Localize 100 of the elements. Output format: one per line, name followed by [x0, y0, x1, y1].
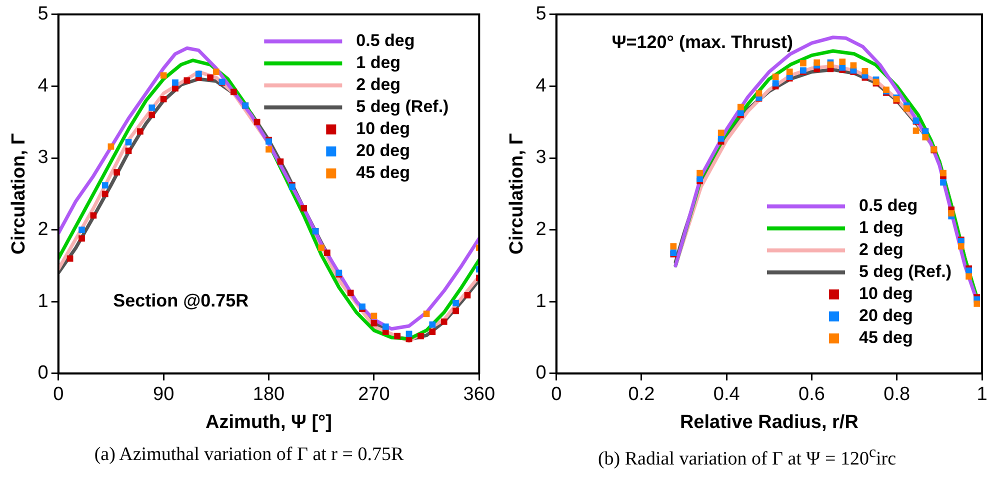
y-axis-title: Circulation, Γ — [8, 132, 30, 255]
point — [429, 328, 436, 335]
point — [318, 244, 325, 251]
point — [277, 158, 284, 165]
legend-label: 5 deg (Ref.) — [356, 97, 449, 116]
point — [737, 110, 744, 116]
point — [266, 146, 272, 153]
point — [429, 321, 436, 328]
annotation: Ψ=120° (max. Thrust) — [612, 32, 794, 52]
point — [137, 128, 144, 135]
point — [940, 170, 946, 176]
point — [370, 320, 378, 326]
y-tick-label: 5 — [536, 4, 546, 25]
y-tick-label: 1 — [38, 290, 48, 312]
point — [948, 210, 955, 216]
point — [839, 58, 846, 65]
point — [125, 148, 132, 154]
legend-label: 5 deg (Ref.) — [859, 262, 952, 282]
legend-label: 20 deg — [356, 141, 410, 160]
point — [254, 118, 260, 126]
x-tick-label: 90 — [152, 384, 174, 406]
point — [974, 300, 980, 307]
point — [452, 300, 459, 306]
point — [718, 135, 724, 142]
point — [347, 290, 354, 296]
legend-label: 45 deg — [356, 163, 410, 182]
point — [212, 68, 220, 76]
y-axis-title: Circulation, Γ — [506, 132, 528, 255]
point — [452, 308, 459, 314]
point — [406, 330, 412, 338]
point — [966, 273, 972, 280]
point — [940, 179, 946, 186]
point — [114, 169, 120, 176]
x-tick-label: 0.6 — [798, 384, 825, 406]
y-tick-label: 4 — [38, 75, 49, 96]
legend-label: 20 deg — [859, 306, 913, 326]
point — [786, 68, 793, 76]
point — [78, 235, 85, 242]
point — [160, 72, 167, 79]
point — [230, 88, 237, 96]
legend-label: 10 deg — [859, 284, 913, 304]
y-tick-label: 3 — [536, 147, 546, 168]
point — [772, 80, 779, 87]
point — [800, 60, 806, 66]
point — [324, 250, 330, 256]
x-tick-label: 0 — [53, 384, 64, 406]
legend-label: 2 deg — [356, 75, 401, 94]
y-tick-label: 3 — [38, 147, 48, 168]
y-tick-label: 5 — [38, 4, 48, 25]
point — [195, 70, 202, 78]
point — [418, 332, 424, 340]
point — [464, 292, 471, 298]
annotation: Section @0.75R — [113, 290, 249, 311]
point — [148, 104, 156, 111]
point — [966, 268, 972, 274]
x-tick-label: 0.8 — [884, 384, 910, 406]
x-tick-label: 0.2 — [628, 384, 655, 406]
point — [670, 243, 677, 250]
legend-label: 10 deg — [356, 119, 410, 138]
point — [958, 243, 964, 250]
legend-label: 45 deg — [859, 328, 913, 348]
point — [440, 318, 448, 325]
y-tick-label: 2 — [536, 219, 546, 240]
point — [912, 128, 920, 134]
point — [756, 90, 762, 97]
point — [696, 170, 703, 176]
legend-label: 1 deg — [356, 53, 401, 72]
legend-label: 2 deg — [859, 240, 904, 260]
x-axis-title: Azimuth, Ψ [°] — [206, 412, 332, 433]
point — [772, 74, 779, 80]
legend-label: 1 deg — [859, 218, 904, 238]
point — [300, 205, 308, 212]
point — [148, 112, 156, 118]
point — [207, 74, 214, 81]
point — [102, 182, 108, 188]
point — [737, 104, 744, 110]
point — [160, 96, 167, 102]
point — [423, 310, 430, 317]
x-tick-label: 360 — [463, 384, 495, 406]
legend-label: 0.5 deg — [356, 31, 415, 50]
point — [172, 79, 178, 86]
point — [382, 324, 389, 330]
point — [359, 303, 366, 310]
point — [718, 130, 724, 136]
x-tick-label: 0 — [551, 384, 562, 406]
y-tick-label: 2 — [38, 219, 48, 240]
y-tick-label: 0 — [536, 362, 546, 384]
x-tick-label: 1 — [976, 384, 988, 406]
x-tick-label: 0.4 — [713, 384, 740, 406]
point — [102, 190, 108, 198]
x-axis-title: Relative Radius, r/R — [680, 412, 859, 433]
point — [850, 62, 857, 69]
point — [394, 332, 401, 340]
legend-label: 0.5 deg — [859, 196, 918, 216]
y-tick-label: 0 — [38, 362, 48, 384]
text: (a) Azimuthal variation of Γ at r = 0.75R — [93, 444, 405, 466]
point — [78, 226, 85, 233]
point — [922, 134, 929, 140]
y-tick-label: 1 — [536, 290, 546, 312]
y-tick-label: 4 — [536, 75, 547, 96]
